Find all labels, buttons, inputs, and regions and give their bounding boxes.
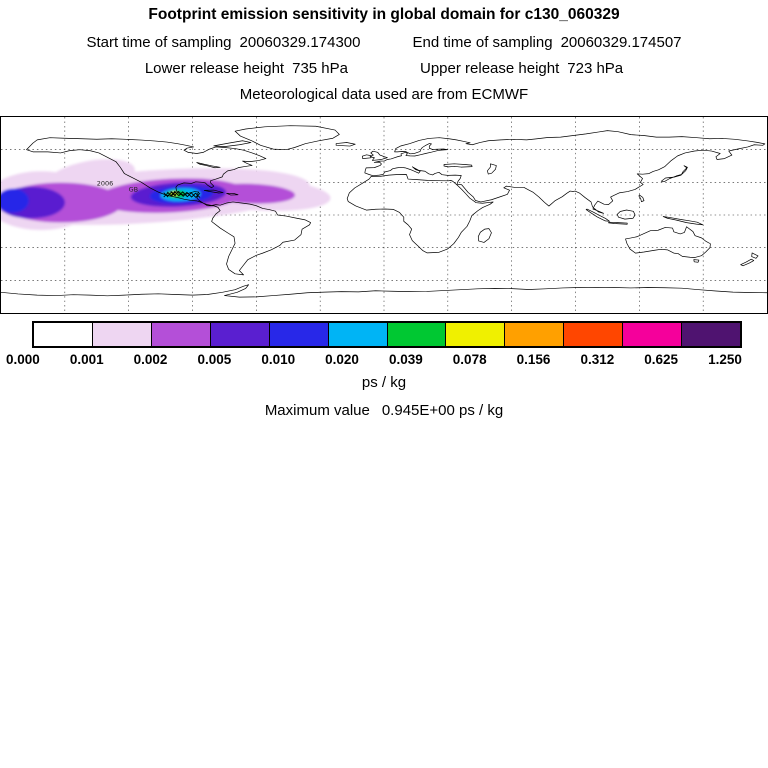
colorbar-tick-label: 1.250 bbox=[708, 352, 742, 367]
colorbar-segment bbox=[682, 323, 741, 346]
sea-black bbox=[444, 164, 472, 167]
colorbar-segment bbox=[505, 323, 565, 346]
colorbar-segment bbox=[446, 323, 506, 346]
met-data-line: Meteorological data used are from ECMWF bbox=[239, 86, 529, 103]
colorbar-segment bbox=[151, 323, 211, 346]
plume-contour bbox=[205, 183, 296, 204]
colorbar-tick-label: 0.000 bbox=[6, 352, 40, 367]
colorbar-tick-label: 0.010 bbox=[261, 352, 296, 367]
max-value-number: 0.945E+00 ps / kg bbox=[381, 402, 504, 419]
track-marker bbox=[171, 191, 177, 197]
lower-release-value: 735 hPa bbox=[292, 60, 348, 77]
colorbar-tick-label: 0.312 bbox=[580, 352, 615, 367]
upper-release-value: 723 hPa bbox=[567, 60, 624, 77]
colorbar-segment bbox=[210, 323, 270, 346]
flight-track-markers bbox=[163, 190, 201, 198]
coast-africa bbox=[347, 174, 493, 253]
colorbar-segment bbox=[92, 323, 152, 346]
coast-madagascar bbox=[478, 229, 491, 243]
colorbar-segment bbox=[564, 323, 624, 346]
coast-new-zealand-south bbox=[741, 259, 754, 266]
track-marker bbox=[195, 192, 201, 198]
colorbar-segment bbox=[623, 323, 683, 346]
track-marker bbox=[182, 191, 188, 197]
world-map: 2006 GB bbox=[1, 117, 767, 313]
coast-sumatra bbox=[586, 209, 609, 221]
colorbar-segment bbox=[387, 323, 447, 346]
footprint-plume bbox=[1, 159, 331, 231]
end-time-label: End time of sampling bbox=[412, 34, 553, 51]
coast-japan bbox=[661, 166, 687, 182]
lower-release-label: Lower release height bbox=[144, 60, 285, 77]
coast-hispaniola bbox=[227, 193, 238, 195]
sampling-times-line: Start time of sampling 20060329.174300 E… bbox=[0, 34, 768, 51]
coast-tasmania bbox=[694, 260, 699, 263]
colorbar-tick-label: 0.156 bbox=[516, 352, 551, 367]
coast-australia bbox=[626, 227, 711, 258]
colorbar-segment bbox=[328, 323, 388, 346]
release-heights-line: Lower release height 735 hPa Upper relea… bbox=[0, 60, 768, 77]
plume-contour bbox=[1, 188, 29, 213]
colorbar-units-label: ps / kg bbox=[361, 374, 407, 391]
coast-greenland bbox=[235, 126, 339, 150]
lower-release-height: Lower release height 735 hPa bbox=[145, 60, 348, 77]
upper-release-height: Upper release height 723 hPa bbox=[420, 60, 623, 77]
coast-ireland bbox=[362, 155, 371, 159]
lake-caspian bbox=[487, 164, 496, 174]
max-value-label: Maximum value bbox=[264, 402, 370, 419]
coast-americas bbox=[27, 138, 311, 275]
coast-new-guinea bbox=[663, 217, 703, 225]
start-time: Start time of sampling 20060329.174300 bbox=[86, 34, 360, 51]
colorbar bbox=[32, 321, 742, 348]
colorbar-tick-label: 0.625 bbox=[644, 352, 679, 367]
coast-new-zealand-north bbox=[752, 253, 758, 258]
colorbar-tick-label: 0.005 bbox=[197, 352, 232, 367]
coast-britain bbox=[370, 151, 387, 160]
map-annotations: 2006 GB bbox=[97, 180, 138, 194]
coast-java bbox=[609, 222, 628, 224]
track-marker bbox=[186, 192, 192, 198]
end-time-value: 20060329.174507 bbox=[560, 34, 682, 51]
figure-title: Footprint emission sensitivity in global… bbox=[148, 6, 620, 23]
upper-release-label: Upper release height bbox=[420, 60, 560, 77]
colorbar-tick-label: 0.001 bbox=[69, 352, 104, 367]
great-lakes bbox=[197, 163, 220, 168]
track-marker bbox=[178, 191, 184, 197]
colorbar-tick-label: 0.020 bbox=[325, 352, 359, 367]
colorbar-segment bbox=[34, 323, 93, 346]
coast-antarctica bbox=[1, 285, 767, 297]
colorbar-segment bbox=[269, 323, 329, 346]
map-annotation-text: GB bbox=[129, 186, 138, 194]
coastlines bbox=[1, 126, 767, 297]
start-time-value: 20060329.174300 bbox=[239, 34, 361, 51]
coast-iceland bbox=[336, 142, 355, 146]
track-marker bbox=[191, 192, 197, 198]
colorbar-tick-labels: 0.000 0.001 0.002 0.005 0.010 0.020 0.039 0.078… bbox=[6, 352, 742, 367]
colorbar-tick-label: 0.002 bbox=[133, 352, 168, 367]
start-time-label: Start time of sampling bbox=[86, 34, 232, 51]
coast-borneo bbox=[617, 210, 635, 219]
coast-philippines bbox=[639, 195, 644, 202]
colorbar-tick-label: 0.039 bbox=[388, 352, 423, 367]
end-time: End time of sampling 20060329.174507 bbox=[412, 34, 681, 51]
colorbar-tick-label: 0.078 bbox=[452, 352, 487, 367]
coast-eurasia bbox=[365, 131, 765, 214]
map-annotation-text: 2006 bbox=[97, 180, 113, 188]
coast-cuba bbox=[204, 190, 223, 193]
world-map-panel: 2006 GB bbox=[0, 116, 768, 314]
max-value-line: Maximum value 0.945E+00 ps / kg bbox=[0, 402, 768, 419]
coast-baffin-island bbox=[214, 141, 251, 147]
